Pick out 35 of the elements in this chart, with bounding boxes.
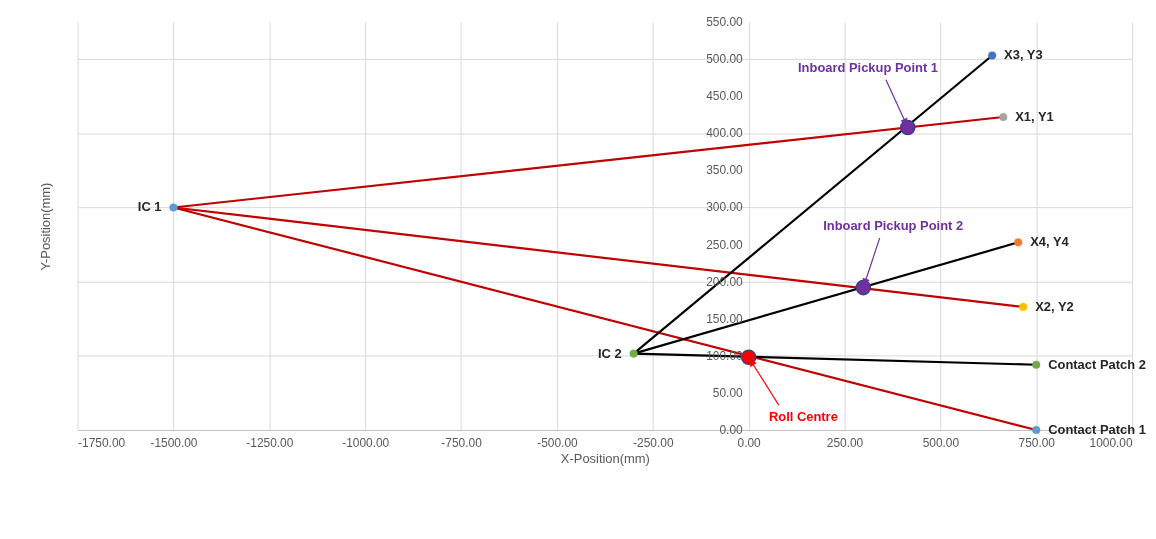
- y-tick-label: 250.00: [706, 237, 744, 252]
- series-label: IC 1: [137, 199, 162, 215]
- y-tick-label: 150.00: [706, 311, 744, 326]
- series-label: Contact Patch 2: [1048, 356, 1146, 372]
- x-tick-label: 250.00: [826, 436, 864, 451]
- x-axis-title: X-Position(mm): [560, 451, 650, 467]
- x-tick-label: 1000.00: [1089, 436, 1133, 451]
- x-tick-label: -500.00: [537, 436, 579, 451]
- x-tick-label: -250.00: [633, 436, 674, 451]
- annotation: Roll Centre: [768, 408, 838, 424]
- y-tick-label: 450.00: [706, 89, 744, 104]
- x-tick-label: 500.00: [922, 436, 960, 451]
- x-tick-label: -750.00: [441, 436, 483, 451]
- x-tick-label: -1750.00: [78, 436, 126, 451]
- y-axis-title: Y-Position(mm): [38, 182, 54, 271]
- y-tick-label: 400.00: [706, 126, 744, 141]
- x-tick-label: 750.00: [1018, 436, 1056, 451]
- y-tick-label: 550.00: [706, 15, 744, 30]
- series-label: IC 2: [597, 345, 622, 361]
- y-tick-label: 500.00: [706, 52, 744, 67]
- x-tick-label: -1000.00: [342, 436, 390, 451]
- y-tick-label: 0.00: [719, 422, 744, 437]
- y-tick-label: 300.00: [706, 200, 744, 215]
- series-label: X4, Y4: [1030, 234, 1070, 250]
- annotation: Inboard Pickup Point 1: [798, 59, 939, 75]
- x-tick-label: -1250.00: [246, 436, 294, 451]
- series-label: Contact Patch 1: [1048, 421, 1146, 437]
- x-tick-label: 0.00: [737, 436, 762, 451]
- series-label: X1, Y1: [1015, 109, 1054, 125]
- series-label: X2, Y2: [1035, 298, 1074, 314]
- x-tick-label: -1500.00: [150, 436, 198, 451]
- y-tick-label: 50.00: [712, 385, 744, 400]
- annotation: Inboard Pickup Point 2: [823, 217, 964, 233]
- series-label: X3, Y3: [1004, 47, 1043, 63]
- y-tick-label: 350.00: [706, 163, 744, 178]
